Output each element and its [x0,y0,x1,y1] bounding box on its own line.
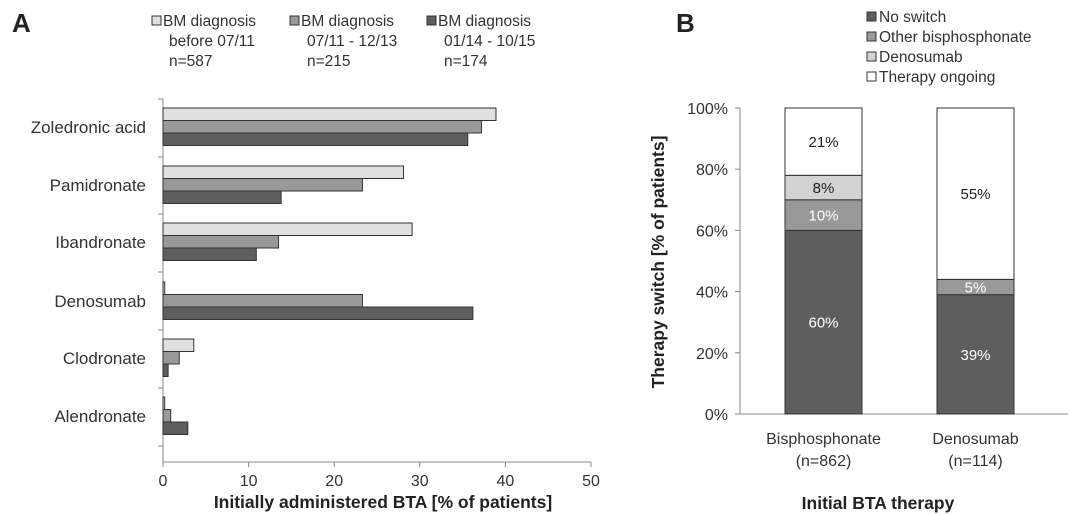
bar-a-2-2 [162,247,257,261]
x-tick-label-a-3: 30 [411,473,429,490]
legend-label-a-1-1: 07/11 - 12/13 [307,33,397,50]
bar-b-0-0 [784,229,863,415]
bar-a-3-0 [162,281,166,295]
y-tick-label-b-1: 20% [696,346,728,363]
data-label-b-0-0: 60% [808,315,838,332]
data-label-b-0-1: 10% [808,208,838,225]
data-label-b-1-0: 39% [960,347,990,364]
bar-a-4-1 [162,351,180,365]
category-label-a-4: Clodronate [63,349,146,368]
data-label-b-1-3: 55% [960,186,990,203]
category-label-a-1: Pamidronate [50,176,146,195]
bar-a-1-1 [162,178,363,192]
legend-label-a-1-2: n=215 [307,53,351,70]
x-tick-label-a-0: 0 [159,473,168,490]
bar-a-3-2 [162,306,474,320]
legend-label-a-0-0: BM diagnosis [163,13,256,30]
x-axis-title-b: Initial BTA therapy [802,493,955,513]
bar-a-4-0 [162,338,195,352]
bar-b-0-3 [784,107,863,176]
legend-swatch-a-0 [151,15,162,26]
bar-a-1-0 [162,165,405,179]
bar-a-4-2 [162,363,169,377]
y-tick-label-b-3: 60% [696,223,728,240]
legend-swatch-a-1 [289,15,300,26]
data-label-b-0-3: 21% [808,134,838,151]
bar-a-0-1 [162,120,482,134]
bar-a-2-1 [162,235,280,249]
bar-a-5-0 [162,396,166,410]
bar-a-0-2 [162,132,469,146]
bar-a-5-1 [162,409,172,423]
category-label-b-1-0: Denosumab [932,431,1018,448]
legend-label-b-2: Denosumab [879,49,963,66]
y-tick-label-b-0: 0% [705,407,728,424]
category-label-b-0-0: Bisphosphonate [766,431,881,448]
legend-label-a-0-2: n=587 [169,53,213,70]
bar-a-5-2 [162,421,189,435]
x-tick-label-a-1: 10 [240,473,258,490]
x-tick-label-a-2: 20 [325,473,343,490]
bar-b-0-1 [784,199,863,231]
panel-label-b: B [676,8,695,38]
legend-swatch-b-0 [866,11,877,22]
category-label-a-3: Denosumab [54,292,146,311]
legend-swatch-b-1 [866,31,877,42]
category-label-b-0-1: (n=862) [796,453,852,470]
legend-label-a-2-1: 01/14 - 10/15 [444,33,535,50]
category-label-a-5: Alendronate [54,407,146,426]
legend-label-a-1-0: BM diagnosis [301,13,394,30]
category-label-a-0: Zoledronic acid [31,118,146,137]
legend-label-b-0: No switch [879,9,946,26]
y-axis-title-b: Therapy switch [% of patients] [648,136,668,389]
bar-a-0-0 [162,107,497,121]
bar-a-3-1 [162,294,363,308]
data-label-b-0-2: 8% [813,180,835,197]
bar-a-2-0 [162,222,413,236]
data-label-b-1-1: 5% [965,280,987,297]
legend-label-b-3: Therapy ongoing [879,69,995,86]
x-tick-label-a-5: 50 [582,473,600,490]
legend-label-a-2-2: n=174 [444,53,488,70]
x-axis-title-a: Initially administered BTA [% of patient… [214,492,552,512]
bar-b-0-2 [784,174,863,201]
category-label-a-2: Ibandronate [55,233,146,252]
legend-swatch-a-2 [426,15,437,26]
category-label-b-1-1: (n=114) [948,453,1002,470]
y-tick-label-b-4: 80% [696,162,728,179]
bar-b-1-0 [936,294,1015,415]
legend-swatch-b-2 [866,51,877,62]
panel-label-a: A [12,8,31,38]
legend-label-b-1: Other bisphosphonate [879,29,1032,46]
y-tick-label-b-5: 100% [687,101,728,118]
bar-a-1-2 [162,190,282,204]
legend-swatch-b-3 [866,71,877,82]
legend-label-a-0-1: before 07/11 [169,33,255,50]
x-tick-label-a-4: 40 [497,473,515,490]
bar-b-1-3 [936,107,1015,280]
legend-label-a-2-0: BM diagnosis [438,13,531,30]
y-tick-label-b-2: 40% [696,285,728,302]
